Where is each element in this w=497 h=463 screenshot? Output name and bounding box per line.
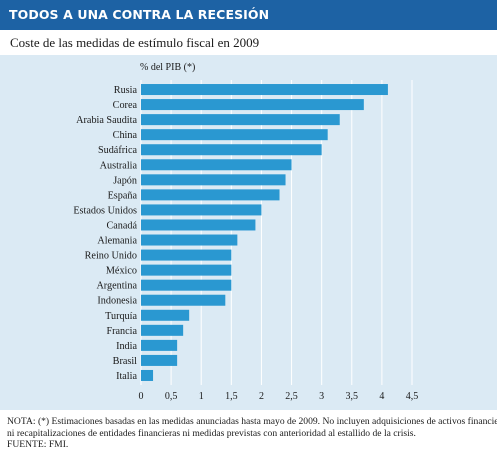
- category-label: Canadá: [106, 220, 137, 231]
- x-tick-label: 4,5: [406, 391, 419, 402]
- bar: [141, 174, 286, 186]
- bar: [141, 279, 232, 291]
- bar: [141, 324, 184, 336]
- bar-chart: Rusia Corea Arabia Saudita China Sudáfrica Au…: [73, 62, 419, 402]
- bar: [141, 294, 226, 306]
- category-label: México: [106, 266, 137, 277]
- category-label: Alemania: [97, 236, 137, 247]
- x-tick-label: 0,5: [165, 391, 178, 402]
- x-tick-label: 1: [199, 391, 204, 402]
- bar: [141, 219, 256, 231]
- category-label: Corea: [113, 100, 138, 111]
- category-label: Estados Unidos: [73, 205, 137, 216]
- bar: [141, 189, 280, 201]
- bar: [141, 99, 364, 111]
- category-label: Arabia Saudita: [76, 115, 137, 126]
- note-line-2: ni recapitalizaciones de entidades finan…: [7, 427, 416, 439]
- category-label: Argentina: [96, 281, 137, 292]
- x-tick-label: 1,5: [225, 391, 238, 402]
- x-tick-label: 3,5: [346, 391, 359, 402]
- grid-lines: [140, 80, 413, 385]
- bar: [141, 129, 328, 141]
- chart-subtitle: Coste de las medidas de estímulo fiscal …: [10, 35, 260, 50]
- category-label: Indonesia: [97, 296, 137, 307]
- category-label: India: [116, 341, 137, 352]
- category-labels: Rusia Corea Arabia Saudita China Sudáfrica Au…: [73, 85, 137, 382]
- bar: [141, 234, 238, 246]
- bars: [141, 84, 388, 381]
- x-tick-labels: 0 0,5 1 1,5 2 2,5 3 3,5 4 4,5: [139, 391, 419, 402]
- header-title: TODOS A UNA CONTRA LA RECESIÓN: [9, 7, 270, 22]
- category-label: Turquía: [105, 311, 137, 322]
- bar: [141, 144, 322, 156]
- category-label: Italia: [116, 371, 137, 382]
- x-tick-label: 2: [259, 391, 264, 402]
- bar: [141, 309, 190, 321]
- bar: [141, 264, 232, 276]
- x-tick-label: 3: [319, 391, 324, 402]
- category-label: Brasil: [113, 356, 138, 367]
- category-label: Francia: [106, 326, 137, 337]
- category-label: España: [108, 190, 138, 201]
- category-label: Sudáfrica: [98, 145, 138, 156]
- bar: [141, 159, 292, 171]
- bar: [141, 114, 340, 126]
- bar: [141, 204, 262, 216]
- bar: [141, 354, 178, 366]
- note-line-1: NOTA: (*) Estimaciones basadas en las me…: [7, 416, 497, 427]
- source-line: FUENTE: FMI.: [7, 439, 69, 451]
- category-label: Reino Unido: [85, 251, 137, 262]
- bar: [141, 249, 232, 261]
- bar: [141, 339, 178, 351]
- category-label: Rusia: [114, 85, 138, 96]
- category-label: China: [113, 130, 138, 141]
- category-label: Australia: [100, 160, 138, 171]
- bar: [141, 84, 388, 96]
- unit-label: % del PIB (*): [140, 62, 195, 73]
- x-tick-label: 2,5: [285, 391, 298, 402]
- x-tick-label: 4: [379, 391, 384, 402]
- category-label: Japón: [113, 175, 137, 186]
- footnote: NOTA: (*) Estimaciones basadas en las me…: [7, 416, 497, 451]
- x-tick-label: 0: [139, 391, 144, 402]
- chart-header: TODOS A UNA CONTRA LA RECESIÓN: [0, 0, 497, 30]
- bar: [141, 369, 154, 381]
